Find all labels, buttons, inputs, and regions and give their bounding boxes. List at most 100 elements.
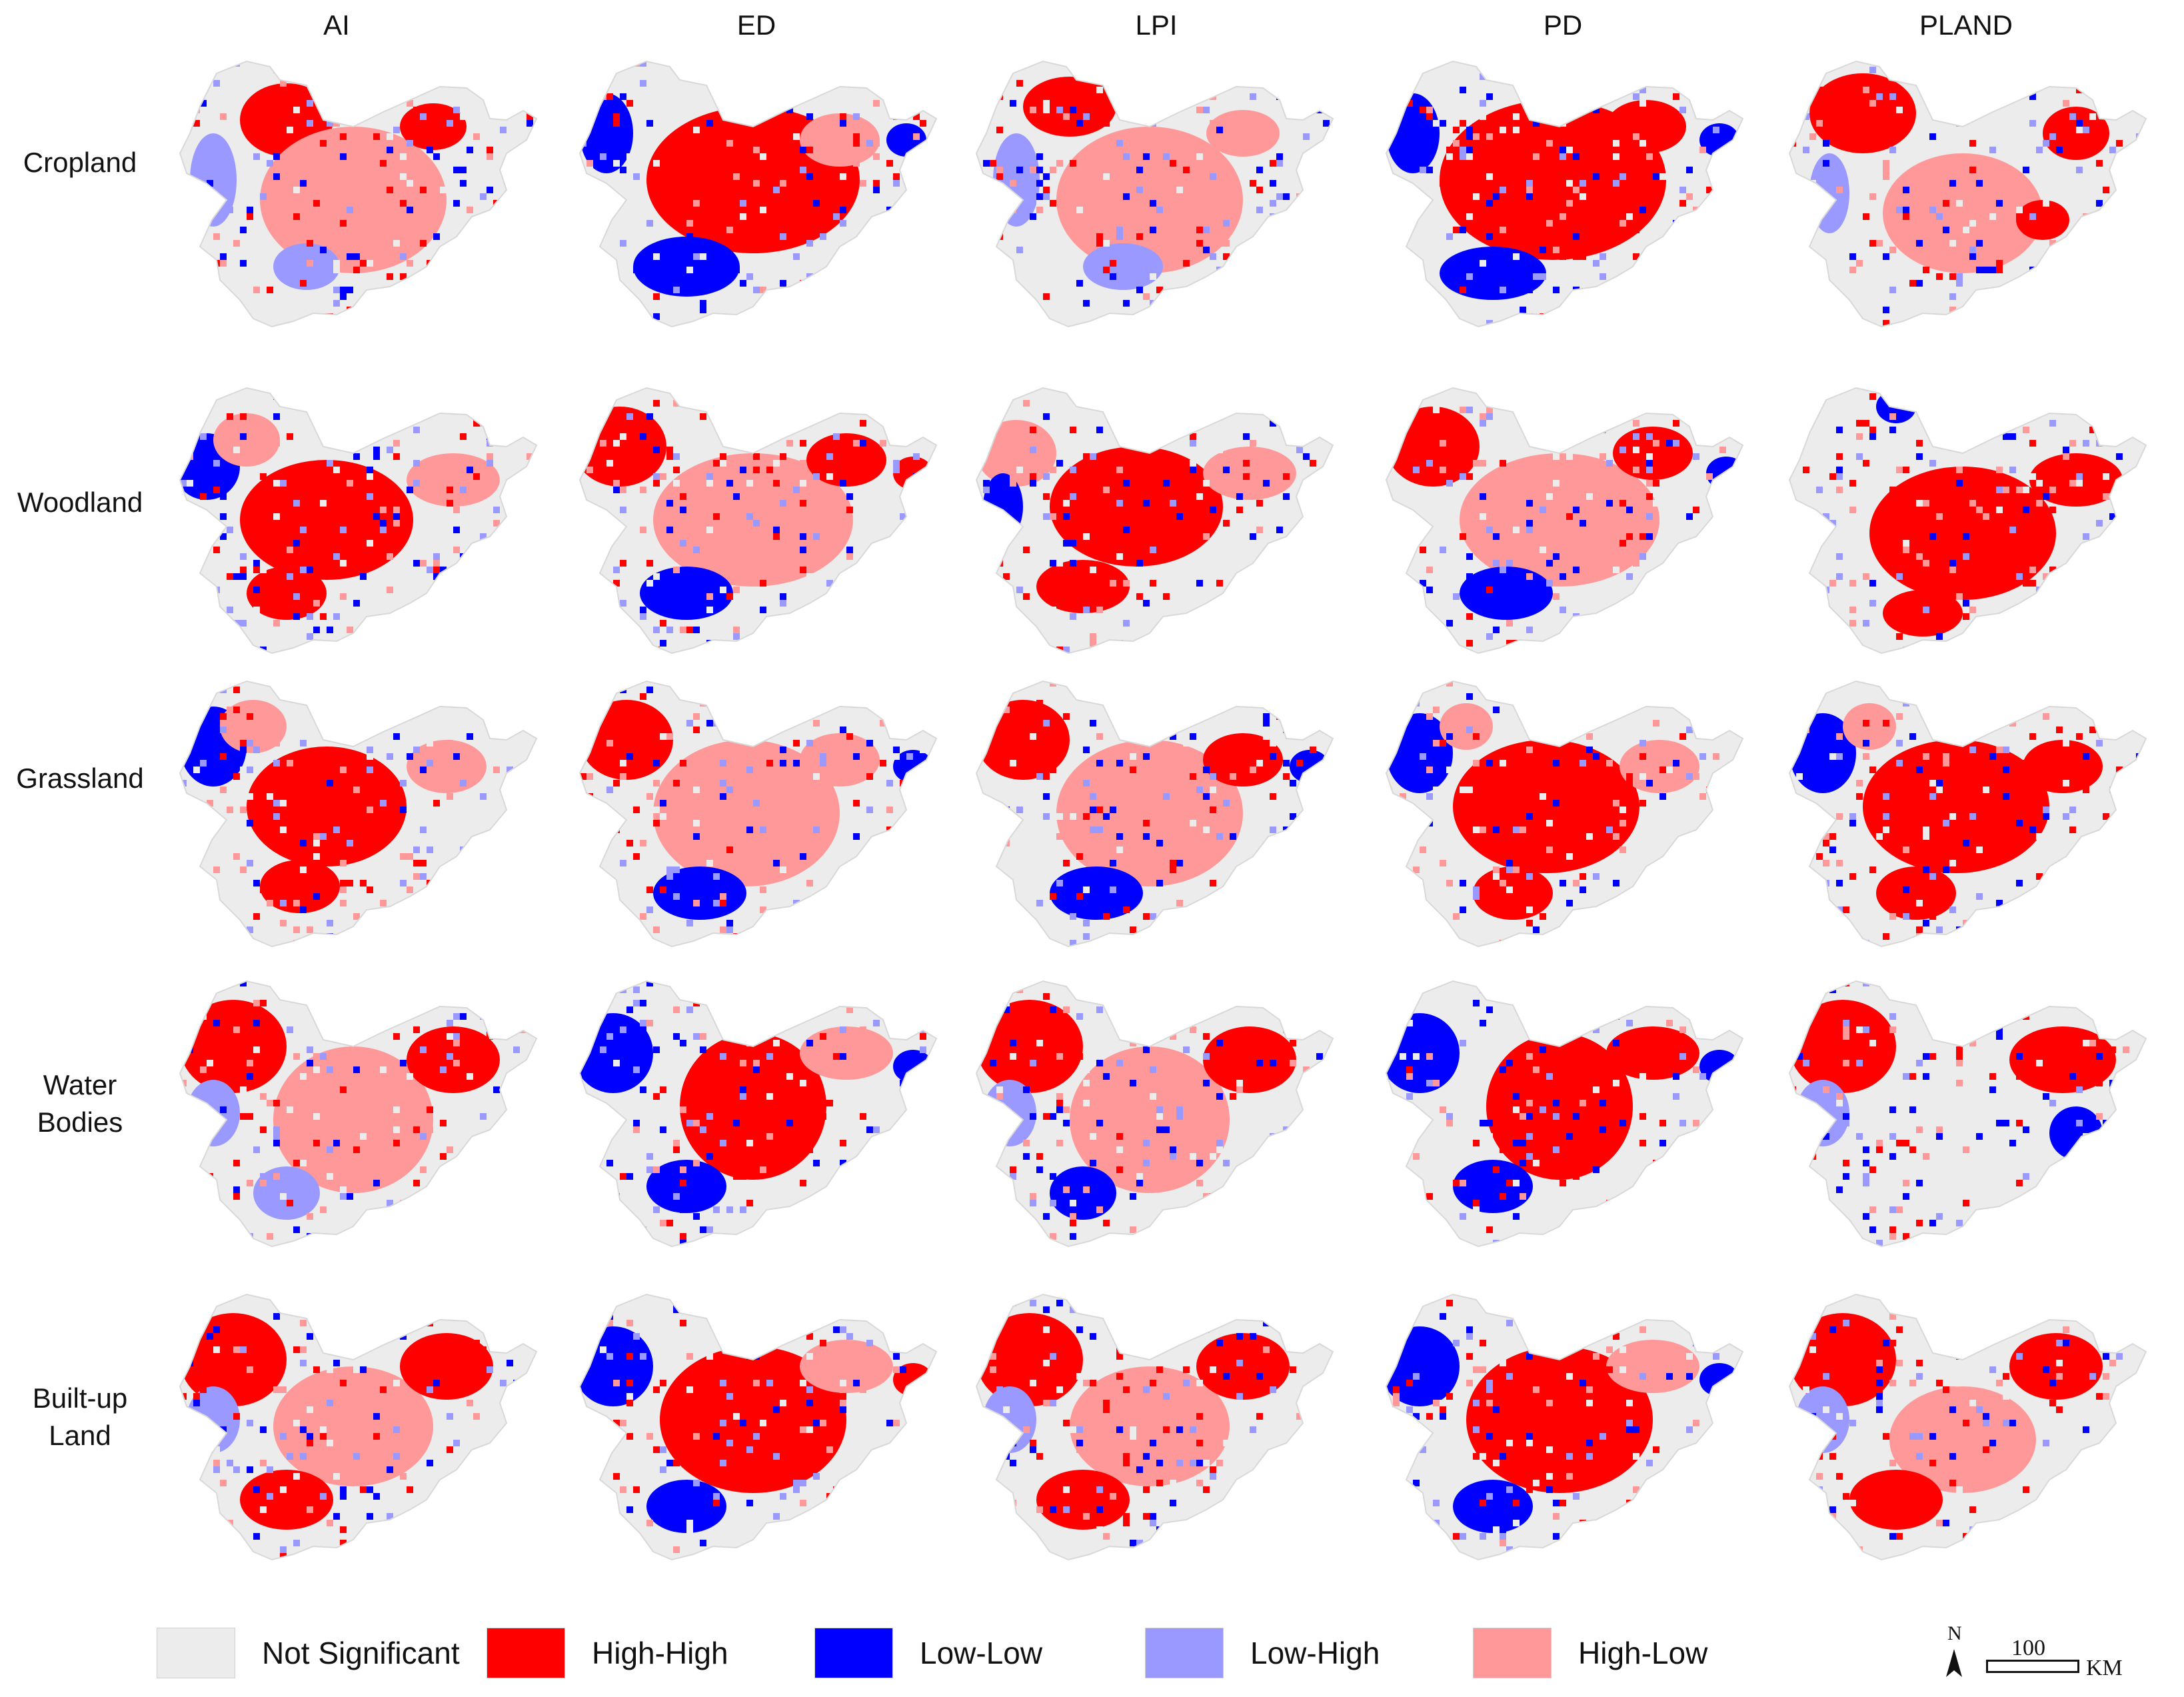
grid-cell (347, 113, 353, 120)
grid-cell (1296, 447, 1303, 453)
grid-cell (1096, 926, 1103, 933)
grid-cell (167, 1226, 173, 1233)
grid-cell (1303, 627, 1310, 633)
grid-cell (1849, 820, 1856, 827)
grid-cell (1290, 1240, 1296, 1246)
grid-cell (640, 840, 646, 847)
region-outline (1788, 60, 2147, 328)
grid-cell (1533, 681, 1540, 687)
grid-cell (213, 633, 220, 640)
grid-cell (1360, 1000, 1366, 1006)
grid-cell (640, 487, 646, 493)
grid-cell (2043, 813, 2049, 820)
grid-cell (1606, 760, 1613, 767)
grid-cell (247, 926, 253, 933)
grid-cell (1769, 767, 1776, 773)
grid-cell (1816, 87, 1823, 93)
grid-cell (193, 926, 200, 933)
grid-cell (1136, 953, 1143, 960)
grid-cell (1706, 926, 1713, 933)
grid-cell (1310, 627, 1316, 633)
grid-cell (2156, 307, 2163, 313)
grid-cell (686, 1120, 693, 1126)
grid-cell (1276, 986, 1283, 993)
grid-cell (413, 747, 420, 753)
grid-cell (1056, 560, 1063, 567)
grid-cell (640, 61, 646, 67)
column-header-pd: PD (1543, 9, 1583, 41)
grid-cell (1330, 473, 1333, 480)
grid-cell (340, 880, 347, 886)
grid-cell (1063, 713, 1070, 720)
grid-cell (1176, 900, 1183, 906)
grid-cell (1686, 1253, 1693, 1260)
grid-cell (1016, 327, 1023, 333)
grid-cell (1889, 413, 1896, 420)
grid-cell (1210, 380, 1216, 387)
grid-cell (893, 173, 900, 180)
grid-cell (1713, 827, 1719, 833)
grid-cell (780, 73, 786, 80)
grid-cell (193, 1140, 200, 1146)
grid-cell (753, 520, 760, 527)
grid-cell (2096, 307, 2103, 313)
grid-cell (1916, 820, 1923, 827)
grid-cell (956, 700, 963, 707)
grid-cell (1103, 813, 1110, 820)
grid-cell (1050, 513, 1056, 520)
grid-cell (167, 940, 173, 946)
grid-cell (1686, 320, 1693, 327)
grid-cell (1500, 880, 1506, 886)
grid-cell (2129, 153, 2136, 160)
grid-cell (613, 981, 620, 986)
grid-cell (2103, 393, 2109, 400)
grid-cell (820, 313, 826, 320)
grid-cell (1983, 681, 1989, 687)
grid-cell (527, 213, 533, 220)
map-panel-cropland-pland (1763, 47, 2163, 340)
grid-cell (1613, 981, 1620, 986)
grid-cell (606, 293, 613, 300)
grid-cell (367, 807, 373, 813)
grid-cell (1130, 926, 1136, 933)
grid-cell (546, 740, 553, 747)
grid-cell (1460, 533, 1466, 540)
grid-cell (1633, 886, 1639, 893)
grid-cell (546, 120, 553, 127)
grid-cell (786, 107, 793, 113)
grid-cell (1626, 707, 1633, 713)
grid-cell (1969, 933, 1976, 940)
grid-cell (766, 1080, 773, 1086)
grid-cell (2089, 427, 2096, 433)
grid-cell (1433, 553, 1440, 560)
grid-cell (1393, 687, 1400, 693)
grid-cell (813, 200, 820, 207)
grid-cell (933, 853, 936, 860)
grid-cell (520, 1146, 527, 1153)
grid-cell (1460, 880, 1466, 886)
grid-cell (1533, 660, 1540, 667)
grid-cell (846, 147, 853, 153)
grid-cell (1056, 1093, 1063, 1100)
grid-cell (940, 547, 946, 553)
grid-cell (2063, 453, 2069, 460)
grid-cell (2029, 567, 2036, 573)
grid-cell (420, 1133, 427, 1140)
grid-cell (247, 473, 253, 480)
grid-cell (1406, 333, 1413, 340)
grid-cell (220, 1153, 227, 1160)
grid-cell (1593, 107, 1600, 113)
grid-cell (913, 981, 920, 986)
grid-cell (1600, 253, 1606, 260)
grid-cell (740, 213, 746, 220)
grid-cell (600, 153, 606, 160)
grid-cell (1386, 300, 1393, 307)
grid-cell (1996, 713, 2003, 720)
grid-cell (1713, 127, 1719, 133)
grid-cell (1506, 1060, 1513, 1066)
grid-cell (880, 660, 886, 667)
grid-cell (600, 1173, 606, 1180)
grid-cell (1116, 333, 1123, 340)
grid-cell (553, 73, 560, 80)
grid-cell (680, 946, 686, 953)
